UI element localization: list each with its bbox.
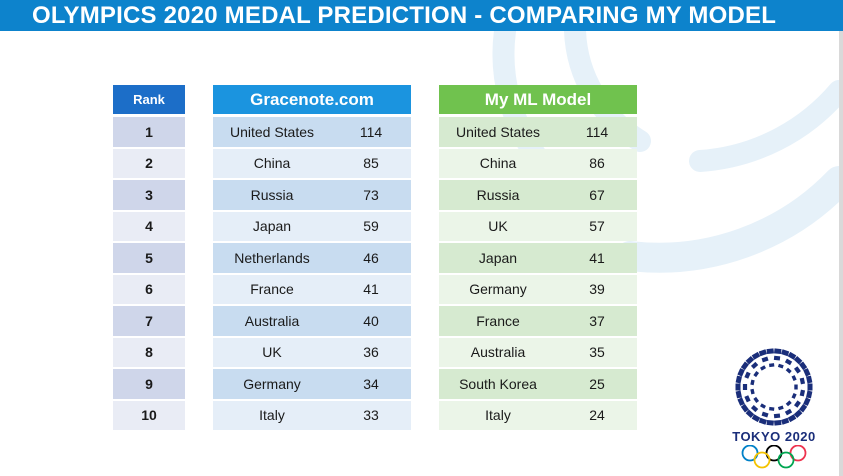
ml-model-rows: United States 114 China 86 Russia 67 UK 57 Japan…: [439, 117, 637, 432]
table-row: Australia 35: [439, 337, 637, 367]
rank-row: 2: [113, 148, 185, 178]
gracenote-header: Gracenote.com: [213, 85, 411, 114]
table-row: UK 36: [213, 337, 411, 367]
rank-row: 3: [113, 180, 185, 210]
country-cell: Russia: [476, 186, 520, 203]
medal-count-cell: 114: [585, 123, 609, 140]
rank-rows: 1 2 3 4 5 6 7 8 9 10: [113, 117, 185, 432]
rank-row: 9: [113, 369, 185, 399]
table-row: Germany 39: [439, 274, 637, 304]
table-row: UK 57: [439, 211, 637, 241]
medal-count-cell: 40: [363, 312, 379, 329]
tokyo-2020-logo: TOKYO 2020: [730, 345, 818, 469]
title-bar: OLYMPICS 2020 MEDAL PREDICTION - COMPARI…: [0, 0, 843, 31]
rank-value: 1: [145, 123, 153, 140]
country-cell: France: [250, 281, 294, 298]
table-row: South Korea 25: [439, 369, 637, 399]
table-row: Italy 33: [213, 400, 411, 430]
rank-row: 6: [113, 274, 185, 304]
right-edge-bar: [839, 31, 843, 476]
tokyo-2020-emblem-icon: [735, 348, 813, 426]
country-cell: Italy: [259, 407, 285, 424]
medal-count-cell: 86: [589, 155, 605, 172]
medal-count-cell: 114: [359, 123, 383, 140]
rank-value: 5: [145, 249, 153, 266]
olympic-rings-icon: [741, 445, 807, 469]
rank-value: 10: [141, 407, 157, 424]
medal-count-cell: 46: [363, 249, 379, 266]
medal-count-cell: 35: [589, 344, 605, 361]
medal-count-cell: 57: [589, 218, 605, 235]
country-cell: Australia: [244, 312, 300, 329]
table-row: United States 114: [439, 117, 637, 147]
rank-row: 7: [113, 306, 185, 336]
country-cell: France: [476, 312, 520, 329]
table-row: Russia 67: [439, 180, 637, 210]
country-cell: Japan: [478, 249, 518, 266]
table-row: China 85: [213, 148, 411, 178]
table-row: Japan 41: [439, 243, 637, 273]
table-row: Australia 40: [213, 306, 411, 336]
rank-row: 10: [113, 400, 185, 430]
rank-row: 5: [113, 243, 185, 273]
rank-header: Rank: [113, 85, 185, 114]
ml-model-table: My ML Model United States 114 China 86 Russi…: [439, 85, 637, 431]
gracenote-table: Gracenote.com United States 114 China 85 Rus…: [213, 85, 411, 431]
medal-count-cell: 34: [363, 375, 379, 392]
slide-title: OLYMPICS 2020 MEDAL PREDICTION - COMPARI…: [32, 2, 777, 29]
table-row: France 41: [213, 274, 411, 304]
country-cell: Australia: [470, 344, 526, 361]
country-cell: China: [479, 155, 517, 172]
rank-value: 6: [145, 281, 153, 298]
rank-value: 8: [145, 344, 153, 361]
ml-model-header: My ML Model: [439, 85, 637, 114]
country-cell: UK: [488, 218, 508, 235]
table-row: Netherlands 46: [213, 243, 411, 273]
table-row: Italy 24: [439, 400, 637, 430]
country-cell: Germany: [469, 281, 527, 298]
medal-count-cell: 73: [363, 186, 379, 203]
logo-text: TOKYO 2020: [732, 429, 816, 444]
medal-count-cell: 41: [589, 249, 605, 266]
country-cell: UK: [262, 344, 282, 361]
country-cell: South Korea: [459, 375, 537, 392]
medal-count-cell: 41: [363, 281, 379, 298]
gracenote-rows: United States 114 China 85 Russia 73 Japan 59 Ne…: [213, 117, 411, 432]
rank-row: 1: [113, 117, 185, 147]
table-row: Russia 73: [213, 180, 411, 210]
country-cell: Germany: [243, 375, 301, 392]
country-cell: Italy: [485, 407, 511, 424]
rank-table: Rank 1 2 3 4 5 6 7 8 9 10: [113, 85, 185, 431]
country-cell: Netherlands: [234, 249, 310, 266]
table-row: France 37: [439, 306, 637, 336]
rank-row: 4: [113, 211, 185, 241]
medal-count-cell: 36: [363, 344, 379, 361]
rank-value: 7: [145, 312, 153, 329]
medal-count-cell: 25: [589, 375, 605, 392]
rank-value: 2: [145, 155, 153, 172]
country-cell: United States: [455, 123, 541, 140]
medal-count-cell: 85: [363, 155, 379, 172]
rank-value: 9: [145, 375, 153, 392]
medal-count-cell: 39: [589, 281, 605, 298]
country-cell: United States: [229, 123, 315, 140]
medal-count-cell: 24: [589, 407, 605, 424]
rank-row: 8: [113, 337, 185, 367]
medal-count-cell: 59: [363, 218, 379, 235]
medal-count-cell: 37: [589, 312, 605, 329]
rank-value: 3: [145, 186, 153, 203]
rank-value: 4: [145, 218, 153, 235]
table-row: China 86: [439, 148, 637, 178]
medal-count-cell: 67: [589, 186, 605, 203]
table-row: Japan 59: [213, 211, 411, 241]
country-cell: Japan: [252, 218, 292, 235]
table-row: Germany 34: [213, 369, 411, 399]
table-row: United States 114: [213, 117, 411, 147]
medal-count-cell: 33: [363, 407, 379, 424]
country-cell: China: [253, 155, 291, 172]
country-cell: Russia: [250, 186, 294, 203]
